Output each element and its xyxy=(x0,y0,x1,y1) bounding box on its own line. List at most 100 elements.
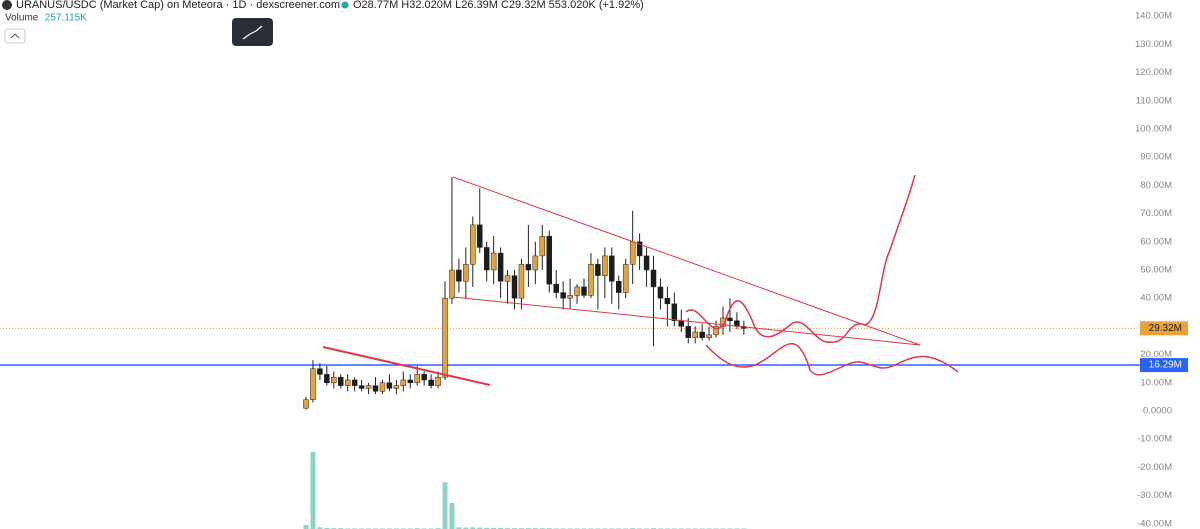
candle-body xyxy=(407,379,413,384)
collapse-button[interactable] xyxy=(4,28,26,44)
volume-bar xyxy=(463,527,469,529)
y-tick-label: 20.00M xyxy=(1140,349,1172,360)
volume-bar xyxy=(449,502,455,529)
collapse-icon xyxy=(10,33,20,39)
candle-body xyxy=(393,385,400,389)
volume-bar xyxy=(442,482,448,529)
trend-line xyxy=(452,296,921,346)
volume-bar xyxy=(303,524,309,529)
price-tag-label: 16.29M xyxy=(1149,360,1182,371)
y-tick-label: -30.00M xyxy=(1137,490,1172,501)
candle-body xyxy=(414,374,420,384)
candle-body xyxy=(421,374,427,381)
trend-line xyxy=(322,346,491,386)
candle-body xyxy=(303,399,309,409)
candle-body xyxy=(372,385,379,392)
trend-line xyxy=(452,176,921,346)
candle-body xyxy=(671,303,678,322)
y-tick-label: -20.00M xyxy=(1137,462,1172,473)
candle-body xyxy=(539,235,546,257)
volume-label: Volume xyxy=(5,13,39,24)
volume-bar xyxy=(310,452,316,529)
y-tick-label: 80.00M xyxy=(1140,180,1172,191)
candle-body xyxy=(546,235,552,285)
candle-body xyxy=(706,334,712,338)
y-tick-label: 120.00M xyxy=(1135,67,1172,78)
candle-body xyxy=(692,331,698,338)
ohlc-label: O28.77M H32.020M L26.39M C29.32M 553.020… xyxy=(353,0,644,11)
candle-body xyxy=(483,247,490,271)
candle-body xyxy=(344,379,351,386)
candle-body xyxy=(699,331,705,338)
candle-body xyxy=(365,385,372,389)
candle-body xyxy=(609,255,615,282)
y-tick-label: 0.0000 xyxy=(1143,406,1172,417)
candle-body xyxy=(657,286,664,299)
candle-body xyxy=(331,376,337,384)
y-tick-label: -40.00M xyxy=(1137,518,1172,529)
candle-body xyxy=(560,292,566,299)
annotations xyxy=(322,174,959,386)
candle-body xyxy=(588,264,594,296)
candle-body xyxy=(400,379,407,386)
candle-body xyxy=(386,382,393,389)
candle-body xyxy=(518,264,525,299)
volume-bar xyxy=(477,527,483,529)
candle-body xyxy=(511,275,518,299)
candle-body xyxy=(442,297,448,378)
candle-body xyxy=(567,295,573,299)
status-dot xyxy=(341,1,349,9)
chart-title: URANUS/USDC (Market Cap) on Meteora · 1D… xyxy=(16,0,340,11)
y-tick-label: 70.00M xyxy=(1140,208,1172,219)
candle-body xyxy=(727,317,733,322)
volume-bar xyxy=(470,527,476,529)
drawing-tool-icon xyxy=(242,25,263,40)
plot-area: 140.00M 130.00M 120.00M 110.00M 100.00M 90.00… xyxy=(0,11,1188,529)
y-tick-label: 90.00M xyxy=(1140,152,1172,163)
candle-body xyxy=(324,374,330,384)
candle-body xyxy=(435,376,441,386)
candle-body xyxy=(428,379,434,386)
candle-body xyxy=(504,275,511,282)
projection-curve xyxy=(705,343,959,376)
volume-bar xyxy=(491,527,497,529)
drawing-tool-button[interactable] xyxy=(232,18,273,46)
candle-body xyxy=(664,297,671,305)
candle-body xyxy=(338,376,344,386)
volume-bar xyxy=(324,527,330,529)
candle-body xyxy=(685,326,691,338)
y-tick-label: -10.00M xyxy=(1137,434,1172,445)
candle-body xyxy=(317,368,323,375)
candle-body xyxy=(351,379,358,386)
candle-body xyxy=(602,255,608,276)
candle-body xyxy=(629,241,636,265)
volume-bar xyxy=(317,527,323,529)
candle-body xyxy=(713,326,719,336)
volume-bar xyxy=(498,527,504,529)
y-tick-label: 130.00M xyxy=(1135,39,1172,50)
candle-body xyxy=(616,281,622,293)
y-tick-label: 110.00M xyxy=(1136,95,1172,106)
candle-body xyxy=(449,269,455,299)
y-tick-label: 10.00M xyxy=(1140,377,1172,388)
volume-bar xyxy=(484,527,490,529)
y-tick-label: 100.00M xyxy=(1135,124,1172,135)
candle-body xyxy=(477,224,483,248)
candle-body xyxy=(650,269,657,288)
candle-body xyxy=(497,252,504,282)
candle-body xyxy=(470,224,476,265)
candle-body xyxy=(525,264,532,271)
candle-body xyxy=(636,241,643,257)
y-tick-label: 140.00M xyxy=(1135,11,1172,22)
candle-body xyxy=(532,255,539,271)
projection-curve xyxy=(685,174,916,343)
y-tick-label: 40.00M xyxy=(1140,293,1172,304)
volume-value: 257.115K xyxy=(45,13,87,24)
candle-body xyxy=(622,264,629,293)
candle-body xyxy=(595,264,601,276)
candle-body xyxy=(490,252,497,271)
candle-body xyxy=(643,255,650,271)
volume-bar xyxy=(456,527,462,529)
candle-body xyxy=(463,264,469,282)
